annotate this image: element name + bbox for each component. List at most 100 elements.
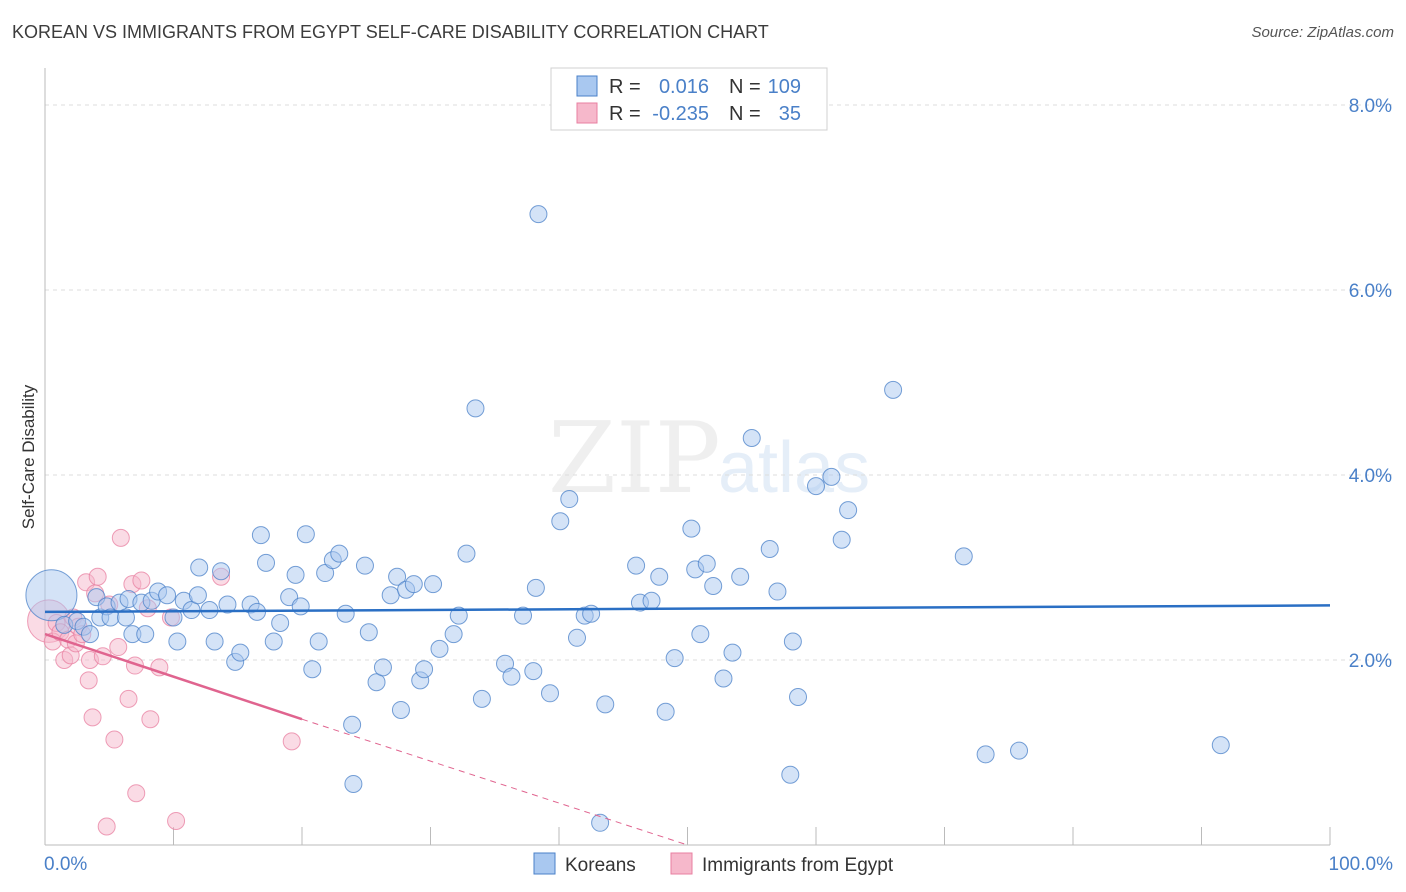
stats-r-value-koreans: 0.016: [659, 76, 709, 98]
y-tick-label-3: 8.0%: [1349, 96, 1392, 117]
korean-point-49: [359, 623, 378, 642]
korean-point-73: [551, 512, 570, 531]
korean-point-107: [1211, 736, 1230, 755]
egypt-point-15: [88, 567, 107, 586]
korean-point-69: [524, 662, 543, 681]
x-tick-label-1: 100.0%: [1329, 854, 1394, 875]
korean-point-27: [218, 595, 237, 614]
korean-point-60: [430, 639, 449, 658]
korean-point-22: [188, 586, 207, 605]
korean-point-78: [596, 695, 615, 714]
egypt-point-22: [119, 689, 138, 708]
series-immigrants-from-egypt: [27, 528, 301, 836]
trend-line-egypt-extension: [301, 718, 688, 846]
korean-point-97: [783, 632, 802, 651]
stats-box: R = 0.016 N = 109 R = -0.235 N = 35: [550, 67, 828, 131]
stats-n-label-egypt: N =: [729, 103, 761, 125]
legend-swatch-koreans: [533, 852, 556, 875]
korean-point-25: [205, 632, 224, 651]
korean-point-26: [212, 562, 231, 581]
stats-r-label-egypt: R =: [609, 103, 641, 125]
korean-point-44: [330, 544, 349, 563]
stats-n-value-koreans: 109: [768, 76, 801, 98]
egypt-point-27: [141, 710, 160, 729]
korean-point-39: [296, 525, 315, 544]
stats-n-label-koreans: N =: [729, 76, 761, 98]
korean-point-63: [457, 544, 476, 563]
korean-point-37: [286, 565, 305, 584]
korean-point-35: [271, 614, 290, 632]
legend-label-koreans: Koreans: [565, 855, 636, 876]
egypt-point-13: [83, 708, 102, 727]
y-tick-label-1: 4.0%: [1349, 466, 1392, 487]
korean-point-75: [567, 628, 586, 647]
korean-point-91: [723, 643, 742, 662]
korean-point-95: [768, 582, 787, 601]
watermark: ZIP atlas: [548, 402, 870, 516]
korean-point-61: [444, 625, 463, 644]
korean-point-104: [954, 547, 973, 566]
korean-point-17: [158, 586, 177, 605]
korean-point-45: [336, 604, 355, 623]
korean-point-94: [760, 540, 779, 558]
korean-point-105: [976, 745, 995, 764]
chart-title: KOREAN VS IMMIGRANTS FROM EGYPT SELF-CAR…: [12, 22, 769, 42]
legend: Koreans Immigrants from Egypt: [533, 852, 894, 876]
stats-r-value-egypt: -0.235: [652, 103, 709, 125]
legend-label-egypt: Immigrants from Egypt: [702, 855, 894, 876]
egypt-point-24: [127, 784, 146, 803]
korean-point-34: [264, 632, 283, 651]
trend-line-koreans: [44, 604, 1331, 614]
korean-point-83: [656, 702, 675, 721]
korean-point-92: [731, 567, 750, 586]
korean-point-0: [25, 569, 78, 622]
y-tick-label-0: 2.0%: [1349, 651, 1392, 672]
trend-line-egypt: [44, 632, 303, 721]
korean-point-52: [381, 586, 400, 605]
korean-point-99: [807, 477, 825, 496]
egypt-point-17: [97, 817, 116, 836]
korean-point-62: [449, 606, 468, 625]
korean-point-89: [704, 577, 723, 595]
korean-point-79: [627, 556, 646, 575]
korean-point-93: [742, 429, 761, 447]
stats-swatch-koreans: [576, 75, 598, 97]
korean-point-81: [642, 591, 661, 610]
korean-point-87: [691, 625, 710, 644]
egypt-point-19: [105, 730, 124, 749]
korean-point-72: [541, 684, 560, 703]
trend-lines: [44, 604, 1331, 846]
korean-point-68: [514, 606, 533, 625]
korean-point-70: [526, 578, 545, 597]
egypt-point-25: [132, 571, 151, 590]
korean-point-101: [832, 530, 851, 549]
korean-point-90: [714, 669, 733, 688]
korean-point-58: [415, 660, 434, 679]
axes: [44, 68, 1331, 846]
korean-point-46: [343, 715, 362, 734]
korean-point-10: [116, 608, 135, 627]
korean-point-67: [502, 667, 521, 686]
watermark-atlas: atlas: [718, 428, 870, 508]
korean-point-47: [344, 774, 363, 793]
y-axis-title: Self-Care Disability: [19, 384, 38, 529]
korean-point-77: [591, 813, 610, 832]
korean-point-64: [466, 399, 485, 418]
korean-point-54: [391, 700, 410, 719]
source-label: Source: ZipAtlas.com: [1251, 24, 1394, 41]
korean-point-51: [373, 658, 392, 677]
korean-point-48: [355, 556, 374, 575]
korean-point-38: [291, 597, 310, 616]
korean-point-71: [529, 205, 548, 224]
korean-point-33: [257, 553, 276, 572]
x-tick-label-0: 0.0%: [44, 854, 87, 875]
korean-point-29: [231, 643, 250, 662]
korean-point-74: [560, 490, 579, 509]
korean-point-19: [168, 632, 187, 651]
korean-point-65: [472, 689, 491, 708]
egypt-point-20: [109, 638, 128, 657]
egypt-point-33: [79, 671, 98, 690]
korean-point-96: [781, 765, 800, 784]
korean-point-88: [697, 554, 716, 573]
